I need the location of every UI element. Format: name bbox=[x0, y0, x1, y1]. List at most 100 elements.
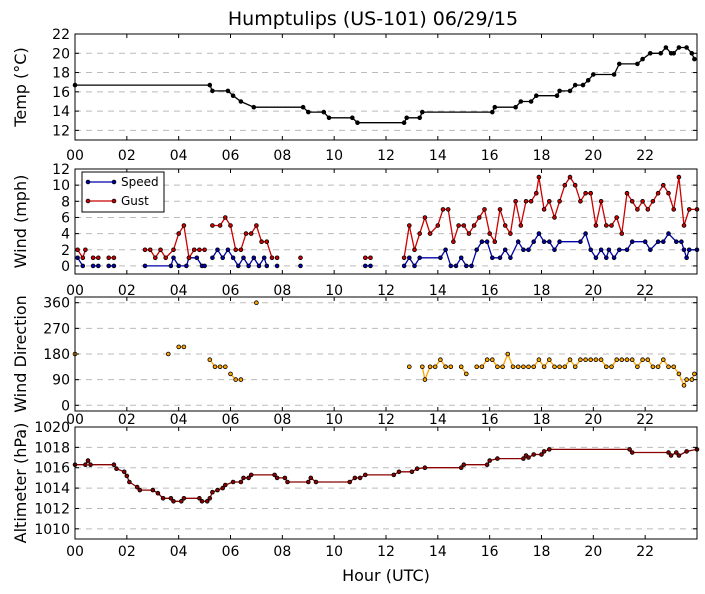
speed-point bbox=[171, 255, 176, 261]
gust-point bbox=[660, 182, 666, 188]
gust-point bbox=[572, 182, 578, 188]
temp-point bbox=[557, 88, 562, 94]
altimeter-point bbox=[230, 479, 236, 485]
speed-point bbox=[508, 255, 513, 261]
altimeter-point bbox=[134, 484, 140, 490]
gust-point bbox=[176, 231, 182, 236]
direction-point bbox=[217, 364, 223, 370]
legend-marker bbox=[111, 179, 117, 185]
gust-point bbox=[578, 199, 583, 204]
gust-point bbox=[197, 247, 202, 253]
temp-point bbox=[513, 104, 518, 110]
gust-point bbox=[111, 255, 117, 261]
gust-point bbox=[546, 199, 552, 204]
speed-point bbox=[90, 263, 96, 269]
gust-point bbox=[163, 255, 169, 261]
y-axis-label: Wind (mph) bbox=[11, 175, 30, 269]
speed-point bbox=[298, 263, 303, 269]
plot-frame bbox=[74, 426, 698, 540]
x-tick-label: 12 bbox=[377, 412, 395, 428]
gust-point bbox=[598, 199, 604, 204]
direction-point bbox=[223, 364, 228, 370]
y-tick-label: 2 bbox=[61, 243, 70, 259]
temp-point bbox=[528, 99, 534, 104]
altimeter-point bbox=[215, 487, 220, 493]
speed-point bbox=[406, 255, 412, 261]
direction-point bbox=[619, 357, 625, 363]
temp-point bbox=[658, 50, 663, 56]
altimeter-point bbox=[521, 456, 526, 461]
altimeter-point bbox=[83, 462, 88, 468]
direction-point bbox=[448, 364, 454, 370]
x-tick-label: 16 bbox=[481, 544, 499, 560]
direction-point bbox=[640, 357, 645, 363]
gust-point bbox=[523, 199, 529, 204]
altimeter-point bbox=[204, 498, 210, 504]
altimeter-point bbox=[414, 466, 420, 472]
gust-point bbox=[80, 255, 86, 261]
altimeter-line bbox=[75, 448, 698, 502]
altimeter-point bbox=[248, 472, 254, 478]
direction-point bbox=[238, 377, 244, 382]
gust-point bbox=[171, 247, 176, 253]
speed-point bbox=[184, 263, 189, 269]
gust-point bbox=[508, 231, 513, 236]
direction-point bbox=[552, 364, 557, 370]
temp-point bbox=[321, 109, 327, 115]
speed-point bbox=[598, 247, 604, 253]
speed-point bbox=[106, 263, 111, 269]
direction-point bbox=[458, 364, 464, 370]
gust-point bbox=[440, 207, 446, 212]
direction-line bbox=[421, 358, 451, 382]
altimeter-point bbox=[88, 462, 93, 468]
y-tick-label: 1018 bbox=[34, 440, 70, 456]
direction-point bbox=[572, 364, 578, 370]
direction-point bbox=[500, 364, 505, 370]
x-tick-label: 08 bbox=[273, 148, 291, 164]
gust-point bbox=[75, 247, 80, 253]
gust-point bbox=[681, 223, 687, 228]
altimeter-point bbox=[684, 449, 689, 454]
y-tick-label: 1014 bbox=[34, 481, 70, 497]
temp-point bbox=[355, 120, 360, 125]
speed-point bbox=[362, 263, 368, 269]
speed-point bbox=[230, 255, 236, 261]
temp-point bbox=[238, 99, 244, 104]
temp-series bbox=[72, 45, 697, 125]
direction-line bbox=[209, 359, 226, 368]
gust-point bbox=[233, 247, 239, 253]
direction-point bbox=[671, 364, 676, 370]
x-tick-label: 18 bbox=[533, 283, 551, 299]
direction-point bbox=[598, 357, 604, 363]
gust-point bbox=[298, 255, 303, 261]
direction-point bbox=[692, 371, 697, 377]
x-tick-label: 06 bbox=[222, 283, 240, 299]
speed-point bbox=[578, 239, 583, 245]
altimeter-point bbox=[282, 475, 288, 481]
gust-point bbox=[406, 223, 412, 228]
direction-point bbox=[583, 357, 588, 363]
speed-point bbox=[684, 255, 689, 261]
direction-point bbox=[419, 364, 425, 370]
temp-point bbox=[300, 104, 306, 110]
panel-1: 12 14 16 18 20 22 00 02 04 06 08 10 12 14 16 18 20 22 Temp… bbox=[11, 27, 698, 164]
direction-point bbox=[406, 364, 412, 370]
direction-point bbox=[484, 357, 490, 363]
temp-point bbox=[554, 93, 560, 98]
altimeter-point bbox=[127, 479, 132, 485]
x-tick-label: 00 bbox=[66, 148, 84, 164]
direction-series bbox=[72, 300, 697, 388]
speed-point bbox=[474, 247, 480, 253]
speed-point bbox=[80, 263, 86, 269]
y-tick-label: 270 bbox=[43, 321, 70, 337]
speed-point bbox=[660, 239, 666, 245]
gust-point bbox=[533, 190, 539, 196]
gust-point bbox=[476, 215, 482, 220]
altimeter-point bbox=[308, 475, 314, 481]
altimeter-point bbox=[347, 479, 353, 485]
x-tick-label: 06 bbox=[222, 148, 240, 164]
gust-point bbox=[362, 255, 368, 261]
x-tick-label: 16 bbox=[481, 148, 499, 164]
direction-point bbox=[629, 357, 635, 363]
